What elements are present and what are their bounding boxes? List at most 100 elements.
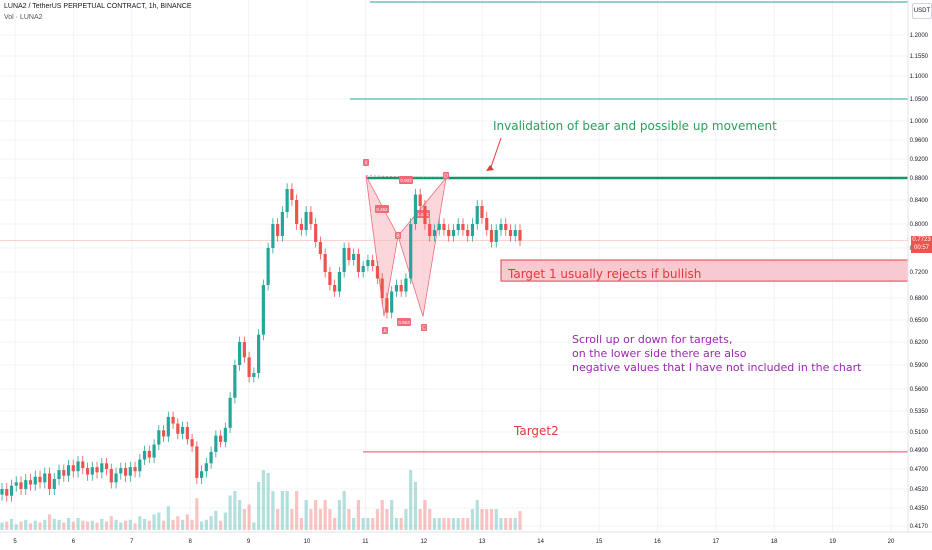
candle-body bbox=[180, 426, 185, 434]
volume-bar bbox=[176, 516, 180, 530]
currency-button[interactable]: USDT bbox=[912, 3, 932, 19]
price-tick-label: 0.5100 bbox=[910, 430, 929, 436]
price-tick-label: 0.5600 bbox=[910, 387, 929, 393]
volume-bar bbox=[5, 521, 9, 530]
time-axis[interactable]: 5 6 7 8 9 10 11 12 13 14 15 16 17 18 19 20 bbox=[0, 531, 932, 545]
volume-bar bbox=[204, 519, 208, 530]
volume-bar bbox=[276, 509, 280, 530]
candle-body bbox=[371, 260, 375, 266]
time-tick-label: 15 bbox=[596, 539, 603, 545]
volume-bar bbox=[223, 512, 227, 530]
candle-body bbox=[9, 485, 14, 496]
candle-body bbox=[485, 218, 489, 230]
volume-bar bbox=[247, 504, 251, 530]
volume-bar bbox=[337, 500, 342, 530]
candle-body bbox=[128, 467, 132, 476]
volume-bar bbox=[390, 500, 394, 530]
volume-bar bbox=[195, 498, 199, 530]
price-tick-label: 0.9200 bbox=[910, 157, 929, 163]
candle-body bbox=[261, 285, 265, 335]
volume-bar bbox=[152, 514, 156, 530]
candle-body bbox=[276, 224, 280, 236]
price-tick-label: 0.4900 bbox=[910, 448, 929, 454]
price-tick-label: 0.5350 bbox=[910, 409, 929, 415]
volume-bar bbox=[43, 519, 47, 530]
candle-body bbox=[209, 451, 213, 464]
volume-bar bbox=[100, 518, 104, 530]
candle-body bbox=[437, 224, 441, 230]
grid bbox=[0, 0, 908, 532]
candle-body bbox=[161, 430, 166, 437]
pattern-ratio-badge bbox=[399, 176, 413, 184]
price-tick-label: 1.1550 bbox=[910, 54, 929, 60]
volume-bar bbox=[413, 482, 418, 530]
volume-bar bbox=[447, 518, 451, 530]
pattern-point-label: D bbox=[444, 174, 448, 180]
candle-body bbox=[257, 334, 261, 373]
candle-body bbox=[109, 469, 113, 483]
price-tick-label: 0.8000 bbox=[910, 222, 929, 228]
pattern-ratio-label: 0.462 bbox=[376, 207, 388, 212]
candle-body bbox=[133, 467, 137, 472]
candle-body bbox=[62, 470, 66, 476]
price-badge: 0.7723 00:57 bbox=[911, 236, 932, 253]
volume-bar bbox=[33, 520, 37, 530]
invalidation-note: Invalidation of bear and possible up mov… bbox=[493, 119, 777, 133]
volume-bar bbox=[47, 514, 52, 530]
volume-bar bbox=[81, 520, 85, 530]
candle-body bbox=[219, 435, 223, 442]
candle-body bbox=[43, 473, 47, 483]
candle-body bbox=[489, 230, 494, 242]
volume-bar bbox=[90, 520, 94, 530]
invalidation-arrow bbox=[489, 137, 502, 171]
candle-body bbox=[295, 200, 299, 224]
candle-body bbox=[233, 365, 237, 398]
volume-bar bbox=[470, 509, 475, 530]
volume-bar bbox=[314, 500, 318, 530]
price-tick-label: 0.4700 bbox=[910, 467, 929, 473]
volume-bar bbox=[190, 519, 194, 530]
time-tick-label: 9 bbox=[247, 539, 251, 545]
volume-bar bbox=[142, 518, 147, 530]
volume-bar bbox=[180, 519, 185, 530]
volume-bar bbox=[295, 491, 299, 530]
candle-body bbox=[456, 224, 460, 230]
candle-body bbox=[204, 463, 208, 472]
volume-bar bbox=[347, 509, 351, 530]
volume-bar bbox=[228, 495, 232, 530]
level-lines bbox=[0, 1, 909, 453]
volume-bar bbox=[280, 491, 284, 530]
candle-body bbox=[328, 272, 332, 285]
time-tick-label: 11 bbox=[362, 539, 369, 545]
volume-bar bbox=[285, 491, 289, 530]
volume-bar bbox=[219, 520, 223, 530]
volume-bar bbox=[261, 470, 265, 530]
time-tick-label: 6 bbox=[72, 539, 76, 545]
volume-bar bbox=[14, 524, 18, 530]
price-axis[interactable]: 1.2000 1.1550 1.1000 1.0500 1.0000 0.9600 0.92… bbox=[907, 0, 929, 532]
time-tick-label: 16 bbox=[654, 539, 661, 545]
candle-body bbox=[157, 430, 161, 445]
candle-body bbox=[14, 482, 18, 486]
price-tick-label: 0.5900 bbox=[910, 363, 929, 369]
price-tick-label: 1.1000 bbox=[910, 74, 929, 80]
candle-body bbox=[409, 224, 413, 279]
volume-bar bbox=[233, 491, 237, 530]
candle-body bbox=[337, 272, 342, 292]
candle-body bbox=[413, 194, 418, 224]
candle-body bbox=[57, 470, 61, 479]
candle-body bbox=[314, 224, 318, 242]
volume-bar bbox=[375, 509, 380, 530]
candle-body bbox=[33, 476, 37, 485]
volume-bar bbox=[466, 518, 470, 530]
volume-bar bbox=[266, 473, 270, 530]
volume-bar bbox=[380, 500, 384, 530]
candle-body bbox=[47, 473, 52, 489]
volume-bar bbox=[299, 518, 303, 530]
scroll-note-line1: Scroll up or down for targets, bbox=[572, 333, 733, 346]
candle-body bbox=[480, 206, 484, 218]
volume-bar bbox=[209, 516, 213, 530]
volume-bar bbox=[257, 482, 261, 530]
pattern-ratio-badge bbox=[397, 318, 411, 326]
